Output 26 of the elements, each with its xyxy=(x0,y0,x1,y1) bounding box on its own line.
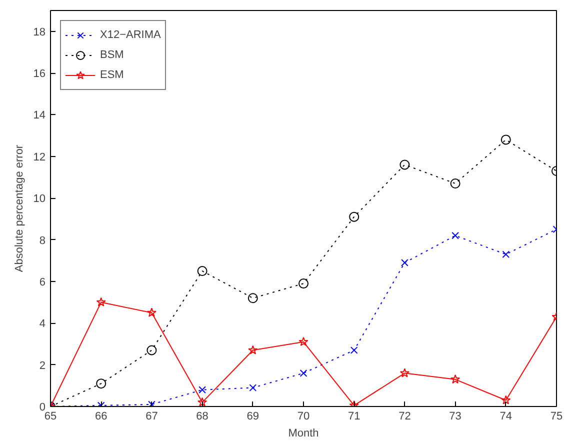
y-tick-label: 2 xyxy=(39,360,46,372)
x-tick-label: 70 xyxy=(297,410,310,422)
legend-label: BSM xyxy=(100,49,124,61)
legend-label: X12−ARIMA xyxy=(100,29,161,41)
y-tick-label: 6 xyxy=(39,276,46,288)
x-tick-label: 74 xyxy=(500,410,512,422)
y-tick-label: 4 xyxy=(39,318,46,330)
x-tick-label: 72 xyxy=(398,410,411,422)
y-tick-label: 12 xyxy=(33,151,46,164)
x-tick-label: 73 xyxy=(449,410,462,422)
y-tick-label: 0 xyxy=(39,402,46,414)
y-axis-title: Absolute percentage error xyxy=(13,144,26,272)
x-tick-label: 75 xyxy=(550,410,563,422)
legend-label: ESM xyxy=(100,69,124,81)
y-tick-label: 16 xyxy=(33,68,46,80)
x-tick-label: 69 xyxy=(246,410,260,422)
x-tick-label: 66 xyxy=(94,410,108,422)
y-tick-label: 8 xyxy=(39,234,46,247)
x-tick-label: 67 xyxy=(146,410,158,422)
x-tick-label: 65 xyxy=(44,410,57,422)
x-tick-label: 68 xyxy=(196,410,208,422)
x-tick-label: 71 xyxy=(348,410,360,422)
y-tick-label: 18 xyxy=(33,26,46,38)
y-tick-label: 10 xyxy=(33,193,46,206)
y-tick-label: 14 xyxy=(33,110,46,122)
x-axis-title: Month xyxy=(288,428,319,440)
